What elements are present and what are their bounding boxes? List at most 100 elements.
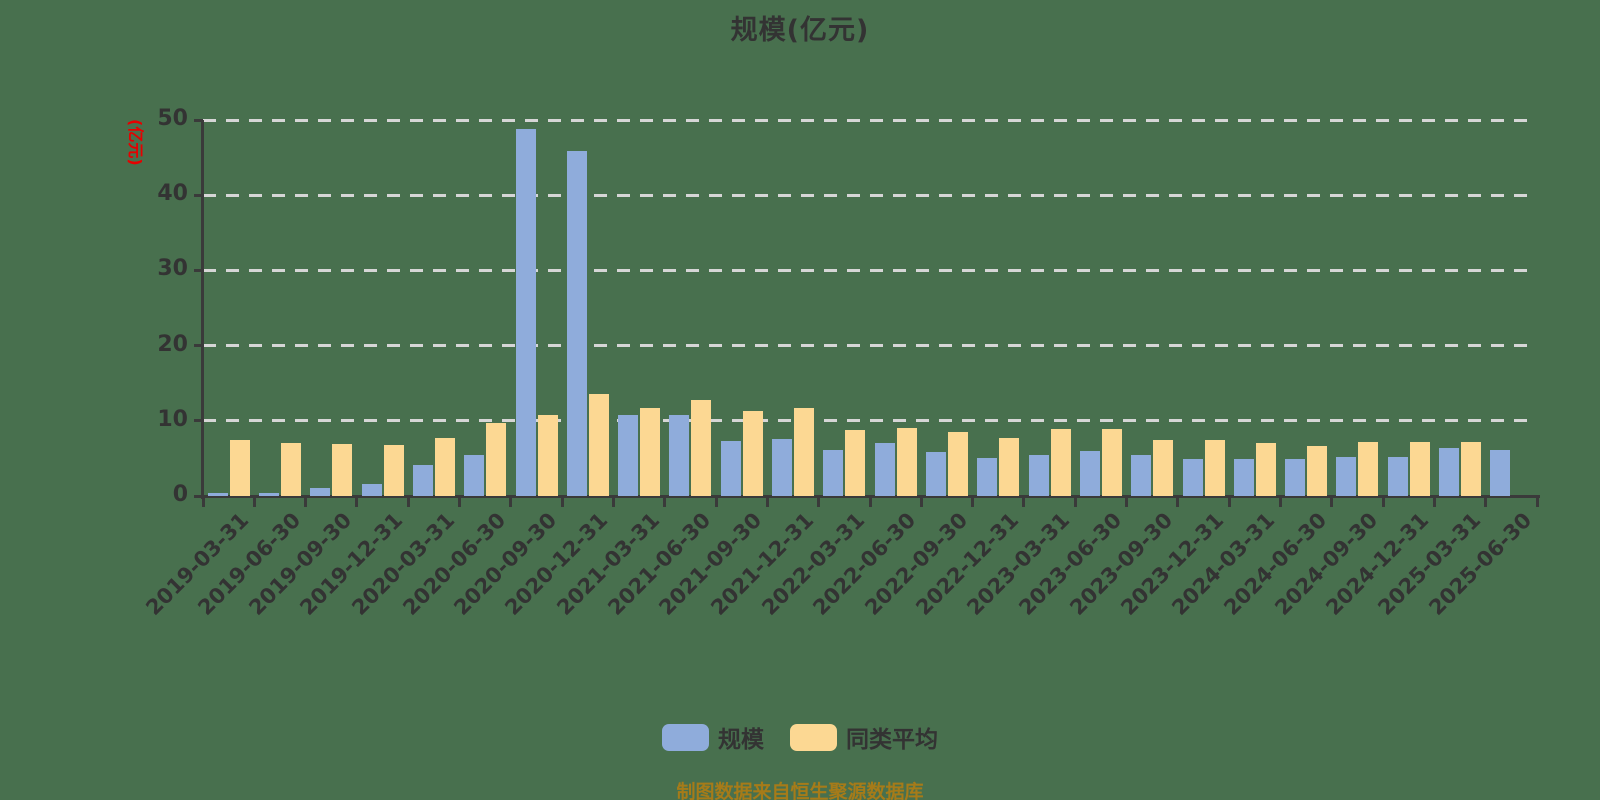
gridline-y-10 [203,419,1537,423]
x-tick-10 [714,498,718,507]
legend-label-scale: 规模 [718,727,764,753]
bar-peer-average-2019-03-31[interactable] [229,439,250,496]
bar-scale-2024-09-30[interactable] [1336,456,1357,496]
bar-scale-2021-09-30[interactable] [720,441,741,496]
bar-peer-average-2023-12-31[interactable] [1204,439,1225,496]
x-tick-3 [355,498,359,507]
bar-scale-2020-09-30[interactable] [515,129,536,496]
x-tick-19 [1176,498,1180,507]
plot-area [203,120,1537,496]
bar-peer-average-2020-09-30[interactable] [537,414,558,496]
gridline-y-40 [203,193,1537,197]
bar-scale-2023-03-31[interactable] [1028,454,1049,496]
bar-scale-2020-06-30[interactable] [464,455,485,496]
x-tick-7 [560,498,564,507]
x-tick-12 [817,498,821,507]
bar-scale-2024-12-31[interactable] [1387,456,1408,496]
bar-peer-average-2021-12-31[interactable] [794,408,815,496]
y-axis-label-40: 40 [157,181,188,207]
x-tick-25 [1484,498,1488,507]
bar-peer-average-2024-09-30[interactable] [1358,441,1379,496]
y-tick-20 [194,344,203,348]
bar-peer-average-2023-03-31[interactable] [1050,429,1071,496]
x-tick-11 [765,498,769,507]
x-tick-20 [1227,498,1231,507]
x-tick-5 [458,498,462,507]
bar-scale-2020-12-31[interactable] [566,150,587,496]
bar-scale-2022-12-31[interactable] [977,457,998,496]
gridline-y-20 [203,344,1537,348]
bar-scale-2022-03-31[interactable] [823,450,844,496]
x-tick-24 [1432,498,1436,507]
bar-scale-2023-06-30[interactable] [1079,450,1100,496]
bar-scale-2019-12-31[interactable] [361,483,382,496]
legend-swatch-peer-average [790,723,837,751]
bar-scale-2019-03-31[interactable] [207,492,228,496]
bar-peer-average-2020-06-30[interactable] [486,423,507,496]
bar-peer-average-2020-12-31[interactable] [588,394,609,496]
x-tick-17 [1073,498,1077,507]
x-tick-15 [971,498,975,507]
bar-scale-2019-09-30[interactable] [310,487,331,496]
bar-peer-average-2019-06-30[interactable] [280,443,301,496]
bar-scale-2023-12-31[interactable] [1182,459,1203,496]
bar-scale-2021-12-31[interactable] [772,438,793,496]
legend-item-scale[interactable]: 规模 [662,720,764,754]
chart-title: 规模(亿元) [730,15,870,46]
bar-scale-2019-06-30[interactable] [258,492,279,496]
gridline-y-50 [203,118,1537,122]
x-tick-21 [1278,498,1282,507]
x-tick-8 [611,498,615,507]
gridline-y-30 [203,268,1537,272]
bar-peer-average-2024-03-31[interactable] [1255,443,1276,496]
bar-peer-average-2024-12-31[interactable] [1409,441,1430,496]
x-tick-0 [201,498,205,507]
bar-peer-average-2021-03-31[interactable] [640,408,661,496]
y-axis-label-10: 10 [157,406,188,432]
legend-swatch-scale [662,723,709,751]
x-tick-4 [406,498,410,507]
bar-scale-2021-06-30[interactable] [669,414,690,496]
bar-scale-2022-09-30[interactable] [925,452,946,496]
x-tick-13 [868,498,872,507]
bar-scale-2021-03-31[interactable] [618,414,639,496]
x-tick-9 [663,498,667,507]
bar-peer-average-2025-03-31[interactable] [1461,441,1482,496]
x-tick-16 [1022,498,1026,507]
bar-peer-average-2022-06-30[interactable] [896,428,917,496]
x-tick-14 [919,498,923,507]
bar-scale-2020-03-31[interactable] [412,465,433,496]
y-axis-label-50: 50 [157,106,188,131]
bar-peer-average-2023-09-30[interactable] [1153,439,1174,496]
x-tick-23 [1381,498,1385,507]
bar-scale-2025-03-31[interactable] [1439,447,1460,496]
legend-item-peer-average[interactable]: 同类平均 [790,720,938,754]
y-tick-10 [194,419,203,423]
bar-scale-2025-06-30[interactable] [1490,450,1511,496]
x-tick-18 [1125,498,1129,507]
bar-scale-2022-06-30[interactable] [874,443,895,496]
y-axis-label-30: 30 [157,256,188,282]
bar-scale-2023-09-30[interactable] [1131,455,1152,496]
y-axis-line [201,120,204,499]
bar-peer-average-2020-03-31[interactable] [434,438,455,496]
data-source-note: 制图数据来自恒生聚源数据库 [676,781,924,800]
bar-peer-average-2024-06-30[interactable] [1307,445,1328,496]
bar-peer-average-2021-09-30[interactable] [742,411,763,496]
bar-peer-average-2023-06-30[interactable] [1101,429,1122,496]
bar-peer-average-2022-03-31[interactable] [845,429,866,496]
bar-peer-average-2019-12-31[interactable] [383,444,404,496]
bar-scale-2024-03-31[interactable] [1233,459,1254,496]
bar-peer-average-2022-12-31[interactable] [999,438,1020,496]
x-tick-22 [1330,498,1334,507]
bar-peer-average-2022-09-30[interactable] [947,432,968,496]
bar-peer-average-2021-06-30[interactable] [691,399,712,496]
bar-peer-average-2019-09-30[interactable] [332,444,353,496]
bar-scale-2024-06-30[interactable] [1285,459,1306,496]
legend: 规模 同类平均 [0,720,1600,754]
y-axis-label-0: 0 [172,482,188,507]
y-tick-40 [194,193,203,197]
x-axis-line [201,495,1540,498]
x-tick-1 [252,498,256,507]
y-tick-30 [194,268,203,272]
